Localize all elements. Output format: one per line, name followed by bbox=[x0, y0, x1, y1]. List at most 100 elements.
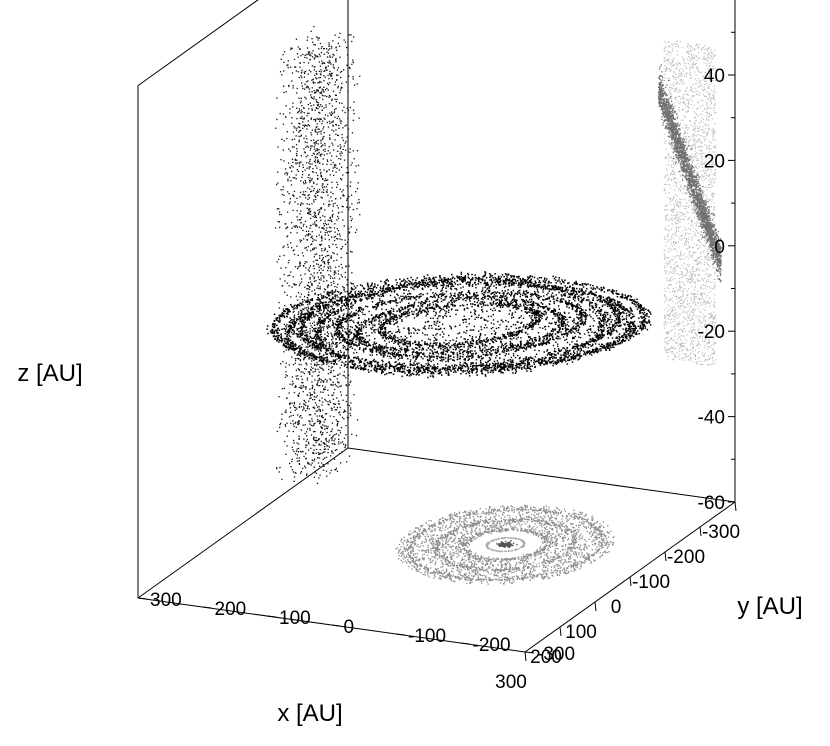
particle-point bbox=[483, 520, 485, 522]
particle-point bbox=[555, 558, 557, 560]
particle-point bbox=[708, 298, 710, 300]
particle-point bbox=[427, 568, 430, 570]
particle-point bbox=[671, 217, 673, 219]
particle-point bbox=[444, 536, 446, 538]
particle-point bbox=[487, 531, 489, 533]
particle-point bbox=[497, 522, 499, 524]
particle-point bbox=[705, 133, 707, 135]
particle-point bbox=[509, 515, 511, 517]
particle-point bbox=[530, 563, 532, 565]
particle-point bbox=[463, 535, 465, 537]
particle-point bbox=[711, 314, 713, 316]
particle-point bbox=[443, 552, 445, 554]
particle-point bbox=[685, 188, 687, 190]
particle-point bbox=[685, 140, 687, 142]
particle-point bbox=[403, 546, 405, 548]
particle-point bbox=[494, 578, 496, 580]
particle-point bbox=[498, 538, 500, 540]
particle-point bbox=[591, 534, 593, 536]
particle-point bbox=[587, 559, 589, 561]
particle-point bbox=[484, 530, 486, 533]
particle-point bbox=[413, 535, 415, 537]
particle-point bbox=[691, 357, 693, 359]
particle-point bbox=[528, 526, 531, 528]
particle-point bbox=[674, 157, 676, 159]
particle-point bbox=[703, 118, 705, 120]
particle-point bbox=[677, 201, 679, 203]
particle-point bbox=[466, 564, 469, 566]
particle-point bbox=[680, 344, 682, 346]
particle-point bbox=[476, 527, 478, 529]
particle-point bbox=[551, 529, 554, 531]
particle-point bbox=[401, 551, 403, 553]
particle-point bbox=[473, 554, 475, 556]
particle-point bbox=[570, 564, 572, 566]
particle-point bbox=[476, 568, 478, 570]
particle-point bbox=[679, 254, 681, 256]
particle-point bbox=[465, 544, 468, 546]
particle-point bbox=[416, 545, 418, 547]
particle-point bbox=[459, 578, 462, 580]
particle-point bbox=[453, 529, 455, 531]
particle-point bbox=[495, 539, 497, 541]
particle-point bbox=[664, 249, 666, 251]
particle-point bbox=[546, 570, 548, 572]
particle-point bbox=[517, 548, 519, 550]
particle-point bbox=[504, 544, 507, 547]
particle-point bbox=[670, 267, 672, 269]
particle-point bbox=[503, 570, 505, 572]
particle-point bbox=[567, 548, 569, 551]
particle-point bbox=[428, 520, 430, 522]
particle-point bbox=[584, 526, 586, 528]
particle-point bbox=[479, 507, 481, 510]
particle-point bbox=[712, 311, 714, 313]
particle-point bbox=[465, 552, 467, 554]
particle-point bbox=[460, 543, 462, 545]
particle-point bbox=[710, 236, 712, 238]
particle-point bbox=[705, 96, 707, 98]
particle-point bbox=[546, 552, 549, 555]
particle-point bbox=[540, 554, 542, 556]
particle-point bbox=[460, 540, 462, 542]
particle-point bbox=[443, 554, 445, 556]
top-right-edge bbox=[137, 0, 259, 87]
particle-point bbox=[439, 575, 441, 577]
particle-point bbox=[525, 530, 527, 532]
particle-point bbox=[607, 541, 609, 543]
particle-point bbox=[434, 547, 436, 549]
particle-point bbox=[446, 563, 448, 566]
particle-point bbox=[552, 559, 554, 561]
particle-point bbox=[584, 557, 586, 559]
particle-point bbox=[475, 527, 477, 529]
particle-point bbox=[456, 542, 459, 544]
particle-point bbox=[549, 546, 552, 549]
particle-point bbox=[695, 45, 697, 47]
particle-point bbox=[499, 550, 501, 552]
particle-point bbox=[552, 542, 554, 544]
particle-point bbox=[603, 534, 606, 537]
particle-point bbox=[508, 567, 511, 569]
particle-point bbox=[572, 552, 575, 554]
particle-point bbox=[447, 573, 449, 575]
particle-point bbox=[570, 529, 572, 531]
particle-point bbox=[564, 558, 566, 561]
particle-point bbox=[474, 572, 476, 574]
particle-point bbox=[539, 550, 541, 552]
particle-point bbox=[519, 578, 521, 580]
particle-point bbox=[664, 118, 666, 120]
particle-point bbox=[543, 541, 546, 543]
particle-point bbox=[697, 248, 699, 250]
particle-point bbox=[453, 527, 456, 529]
particle-point bbox=[474, 520, 476, 522]
particle-point bbox=[680, 235, 682, 237]
particle-point bbox=[424, 568, 426, 570]
particle-point bbox=[689, 73, 691, 75]
particle-point bbox=[686, 51, 688, 53]
particle-point bbox=[667, 154, 669, 156]
particle-point bbox=[556, 540, 558, 542]
particle-point bbox=[517, 548, 519, 550]
particle-point bbox=[571, 531, 573, 533]
particle-point bbox=[541, 541, 544, 543]
particle-point bbox=[542, 550, 544, 552]
particle-point bbox=[715, 157, 717, 159]
